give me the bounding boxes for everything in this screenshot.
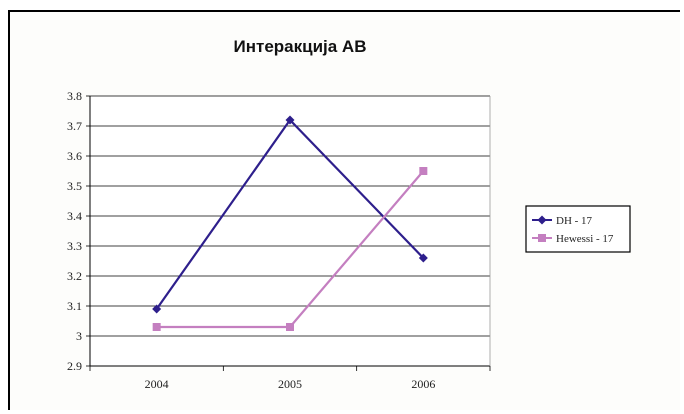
y-tick-label: 2.9 — [67, 359, 82, 373]
x-tick-label: 2006 — [411, 377, 435, 391]
data-point — [285, 115, 295, 125]
data-point — [152, 304, 162, 314]
y-axis-ticks: 2.9 3 3.1 3.2 3.3 3.4 3.5 3.6 3.7 3.8 — [67, 89, 82, 373]
data-point — [152, 323, 161, 331]
legend-label: DH - 17 — [556, 215, 593, 227]
legend-box — [525, 205, 631, 253]
legend-swatch-marker — [538, 234, 546, 242]
chart-title: Интеракција AB — [234, 37, 367, 56]
x-axis-ticks: 2004 2005 2006 — [145, 377, 436, 391]
legend-swatch-marker — [537, 215, 547, 225]
plot-area — [90, 96, 490, 366]
y-tick-label: 3.8 — [67, 89, 82, 103]
x-tick-label: 2004 — [145, 377, 169, 391]
data-point — [419, 167, 428, 175]
axes — [86, 95, 491, 371]
legend-label: Hewessi - 17 — [556, 233, 614, 245]
y-tick-label: 3 — [76, 329, 82, 343]
legend: DH - 17 Hewessi - 17 — [525, 205, 631, 253]
data-point — [286, 323, 294, 331]
y-tick-label: 3.5 — [67, 179, 82, 193]
grid-lines — [90, 95, 490, 367]
x-tick-label: 2005 — [278, 377, 302, 391]
data-point — [418, 253, 428, 263]
y-tick-label: 3.3 — [67, 239, 82, 253]
series-layer — [152, 115, 428, 331]
y-tick-label: 3.7 — [67, 119, 82, 133]
y-tick-label: 3.6 — [67, 149, 82, 163]
y-tick-label: 3.2 — [67, 269, 82, 283]
y-tick-label: 3.1 — [67, 299, 82, 313]
y-tick-label: 3.4 — [67, 209, 82, 223]
